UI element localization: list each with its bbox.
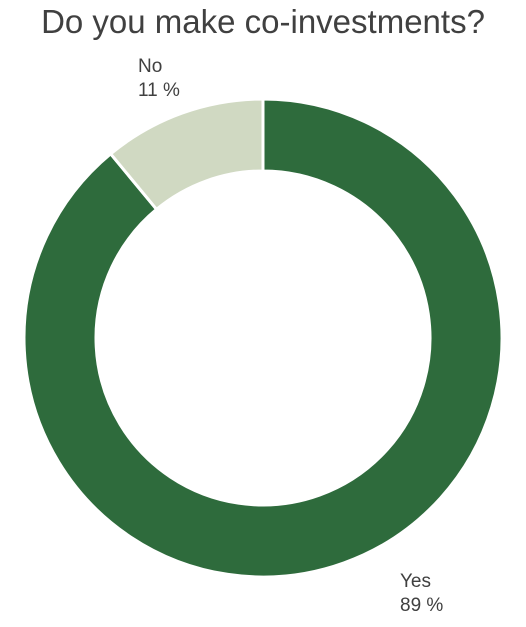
donut-slice-yes (22, 97, 504, 579)
slice-label-no-value: 11 % (138, 80, 180, 101)
chart-title: Do you make co-investments? (41, 3, 485, 40)
slice-label-no-name: No (138, 56, 163, 77)
slice-label-yes-name: Yes (400, 571, 431, 592)
slice-label-no: No 11 % (138, 55, 180, 103)
slice-label-yes-value: 89 % (400, 595, 444, 616)
slice-label-yes: Yes 89 % (400, 570, 443, 618)
donut-slice-no (108, 97, 265, 212)
